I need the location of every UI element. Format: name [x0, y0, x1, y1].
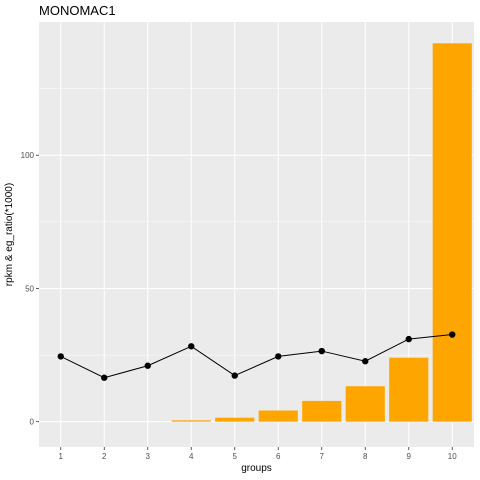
bars [171, 43, 472, 422]
series-point [231, 372, 238, 379]
series-point [57, 353, 64, 360]
x-tick-label: 8 [363, 452, 368, 461]
x-tick-label: 1 [59, 452, 64, 461]
chart-title: MONOMAC1 [39, 3, 116, 18]
x-tick-label: 7 [320, 452, 325, 461]
series-point [405, 335, 412, 343]
series-point [318, 347, 325, 355]
x-tick-label: 2 [102, 452, 107, 461]
bar [389, 357, 429, 422]
series-point [144, 362, 151, 369]
bar [258, 410, 298, 422]
x-tick-label: 4 [189, 452, 194, 461]
bar [302, 400, 342, 422]
series-line [60, 334, 453, 379]
series-point [449, 331, 456, 338]
y-axis: 0 50 100 [21, 151, 39, 427]
y-tick-label: 0 [30, 418, 35, 427]
series-point [188, 343, 195, 350]
y-tick-label: 50 [25, 284, 34, 293]
x-tick-label: 6 [276, 452, 281, 461]
y-axis-title: rpkm & eg_ratio(*1000) [4, 183, 15, 286]
series-point [362, 358, 369, 365]
x-tick-label: 5 [233, 452, 238, 461]
series-point [101, 374, 108, 381]
x-tick-label: 3 [146, 452, 151, 461]
series-point [275, 353, 282, 360]
x-axis-title: groups [241, 463, 272, 474]
bar [432, 43, 472, 422]
y-tick-label: 100 [21, 151, 35, 160]
bar [345, 386, 385, 422]
x-tick-label: 10 [448, 452, 457, 461]
minor-gridlines [39, 88, 474, 356]
bar [215, 417, 255, 422]
line-series [57, 331, 456, 381]
bar [171, 420, 211, 422]
x-axis: 1 2 3 4 5 6 7 8 9 10 [59, 447, 457, 461]
x-tick-label: 9 [407, 452, 412, 461]
